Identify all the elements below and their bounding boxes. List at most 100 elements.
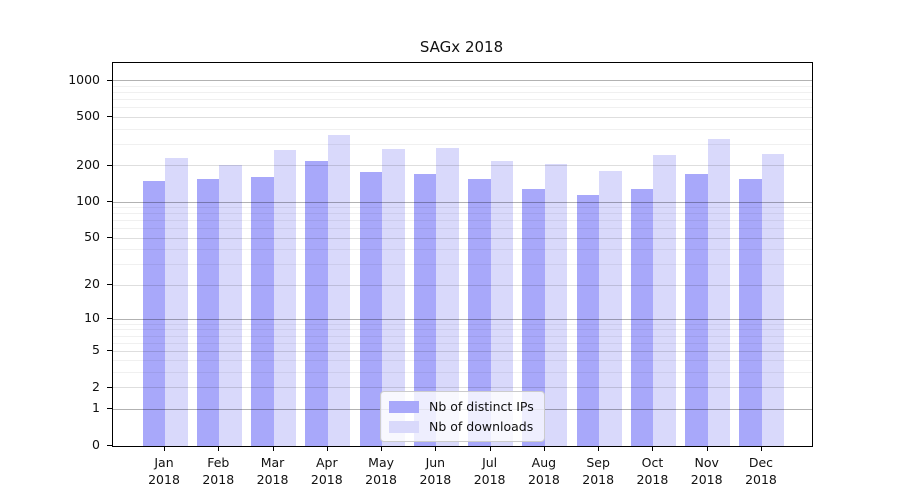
y-tick-mark-20: [107, 284, 112, 286]
gridline-500: [113, 116, 812, 118]
bar-ips-mar: [251, 177, 274, 446]
y-tick-label-500: 500: [76, 108, 100, 124]
bar-downloads-oct: [653, 154, 676, 446]
legend-label-downloads: Nb of downloads: [429, 419, 534, 434]
x-tick-mark-aug: [543, 446, 545, 451]
x-tick-label-jan: Jan 2018: [148, 455, 180, 487]
x-tick-label-dec: Dec 2018: [745, 455, 777, 487]
y-tick-mark-5: [107, 350, 112, 352]
gridline-400: [113, 128, 812, 130]
legend: Nb of distinct IPs Nb of downloads: [380, 391, 545, 442]
gridline-60: [113, 228, 812, 230]
x-tick-mark-oct: [652, 446, 654, 451]
y-tick-label-50: 50: [84, 229, 100, 245]
y-tick-label-200: 200: [76, 156, 100, 172]
legend-swatch-downloads: [389, 420, 419, 433]
y-tick-label-1: 1: [92, 400, 100, 416]
x-tick-mark-may: [381, 446, 383, 451]
x-tick-label-oct: Oct 2018: [636, 455, 669, 487]
y-tick-mark-10: [107, 318, 112, 320]
bar-ips-oct: [630, 189, 654, 446]
gridline-5: [113, 350, 812, 352]
y-tick-mark-500: [107, 116, 112, 118]
bar-downloads-may: [382, 148, 405, 446]
gridline-40: [113, 249, 812, 251]
x-tick-mark-sep: [598, 446, 600, 451]
legend-item-downloads: Nb of downloads: [389, 419, 534, 434]
y-tick-label-100: 100: [76, 193, 100, 209]
bar-downloads-jul: [490, 160, 514, 446]
bar-ips-apr: [305, 160, 328, 446]
x-tick-label-feb: Feb 2018: [202, 455, 235, 487]
bar-downloads-apr: [327, 134, 351, 446]
gridline-900: [113, 85, 812, 87]
gridline-1000: [113, 80, 812, 82]
x-tick-label-apr: Apr 2018: [310, 455, 343, 487]
y-tick-label-0: 0: [92, 437, 100, 452]
gridline-8: [113, 329, 812, 331]
bar-downloads-aug: [544, 163, 568, 446]
chart-title: SAGx 2018: [419, 38, 504, 56]
gridline-10: [113, 318, 812, 320]
bar-ips-jan: [142, 181, 165, 446]
y-tick-label-2: 2: [92, 378, 100, 394]
gridline-100: [113, 201, 812, 203]
x-tick-label-mar: Mar 2018: [256, 455, 289, 487]
gridline-80: [113, 213, 812, 215]
grid-layer: [113, 63, 812, 446]
bars-layer: [113, 63, 812, 446]
x-tick-label-may: May 2018: [365, 455, 397, 487]
x-tick-mark-dec: [760, 446, 762, 451]
x-tick-label-aug: Aug 2018: [527, 455, 560, 487]
gridline-90: [113, 207, 812, 209]
y-tick-mark-200: [107, 164, 112, 166]
y-tick-label-1000: 1000: [68, 71, 100, 87]
gridline-200: [113, 165, 812, 167]
y-tick-label-10: 10: [84, 310, 100, 326]
x-tick-label-jun: Jun 2018: [419, 455, 452, 487]
x-tick-mark-jul: [489, 446, 491, 451]
legend-swatch-distinct-ips: [389, 400, 419, 413]
x-tick-mark-jun: [435, 446, 437, 451]
bar-ips-sep: [576, 194, 600, 446]
x-tick-label-jul: Jul 2018: [473, 455, 506, 487]
bar-ips-aug: [522, 189, 545, 446]
gridline-6: [113, 342, 812, 344]
bar-downloads-jan: [165, 157, 188, 446]
bar-downloads-feb: [219, 164, 242, 446]
y-tick-mark-100: [107, 201, 112, 203]
gridline-7: [113, 335, 812, 337]
gridline-600: [113, 107, 812, 109]
gridline-50: [113, 237, 812, 239]
gridline-3: [113, 372, 812, 374]
bar-ips-feb: [196, 179, 220, 446]
y-tick-label-20: 20: [84, 276, 100, 292]
plot-area: Nb of distinct IPs Nb of downloads: [112, 62, 813, 447]
x-tick-mark-mar: [272, 446, 274, 451]
y-tick-label-5: 5: [92, 342, 100, 358]
gridline-30: [113, 263, 812, 265]
bar-ips-dec: [739, 178, 762, 446]
bar-ips-nov: [685, 173, 708, 446]
y-tick-mark-0: [107, 445, 112, 446]
bar-ips-jun: [413, 173, 437, 446]
x-tick-mark-jan: [164, 446, 165, 451]
gridline-700: [113, 99, 812, 101]
x-tick-mark-feb: [218, 446, 220, 451]
bar-downloads-nov: [707, 139, 731, 446]
bar-downloads-mar: [273, 150, 297, 446]
gridline-800: [113, 92, 812, 94]
bar-downloads-jun: [436, 147, 459, 446]
gridline-70: [113, 220, 812, 222]
x-tick-label-sep: Sep 2018: [582, 455, 615, 487]
y-tick-mark-2: [107, 386, 112, 388]
bar-downloads-sep: [599, 171, 622, 446]
x-tick-mark-apr: [326, 446, 328, 451]
x-tick-mark-nov: [706, 446, 708, 451]
gridline-9: [113, 323, 812, 325]
gridline-20: [113, 284, 812, 286]
x-tick-label-nov: Nov 2018: [690, 455, 723, 487]
legend-item-distinct-ips: Nb of distinct IPs: [389, 399, 534, 414]
legend-label-distinct-ips: Nb of distinct IPs: [429, 399, 534, 414]
